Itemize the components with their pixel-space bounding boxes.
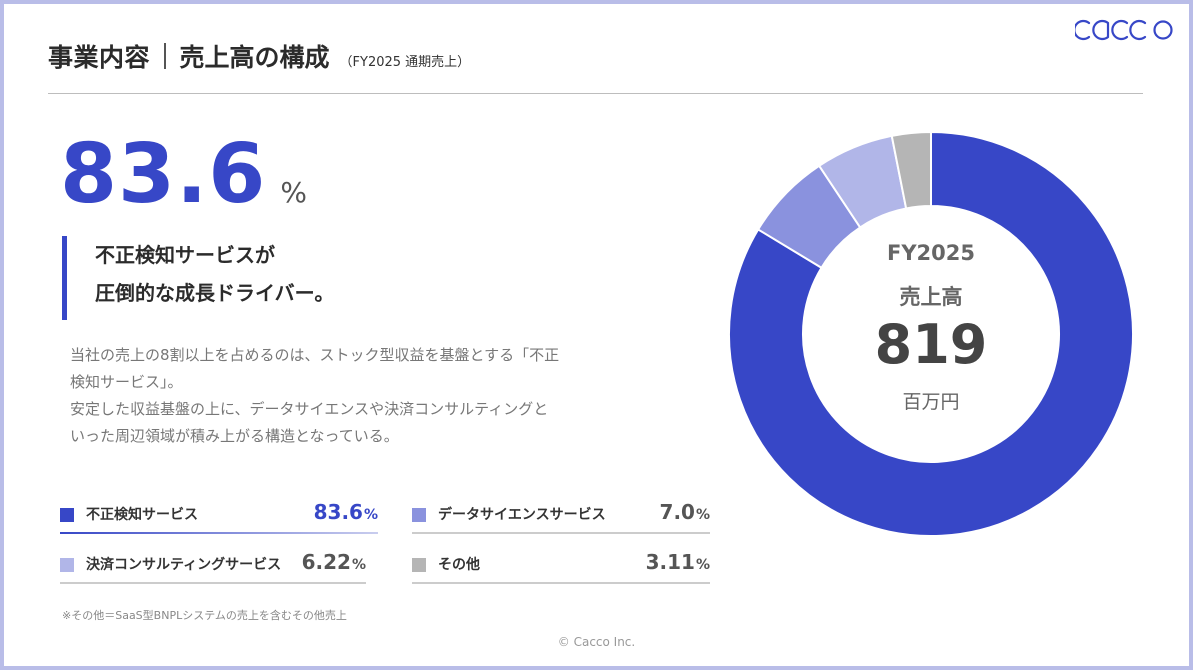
legend-value-unit: % bbox=[695, 507, 710, 523]
header-divider bbox=[164, 43, 166, 69]
legend-value-number: 6.22 bbox=[301, 550, 351, 574]
slide: 事業内容 売上高の構成 （FY2025 通期売上） 83.6 % 不正検知サービ… bbox=[4, 4, 1189, 666]
legend-item: その他 3.11% bbox=[412, 550, 710, 584]
tagline-line: 圧倒的な成長ドライバー。 bbox=[95, 281, 335, 305]
period-note: （FY2025 通期売上） bbox=[339, 55, 471, 70]
headline-figure: 83.6 % bbox=[60, 134, 307, 216]
legend-underline bbox=[60, 532, 378, 534]
legend-swatch bbox=[412, 508, 426, 522]
page-header: 事業内容 売上高の構成 （FY2025 通期売上） bbox=[48, 38, 470, 74]
legend-swatch bbox=[412, 558, 426, 572]
copyright: © Cacco Inc. bbox=[557, 635, 636, 649]
legend-underline bbox=[412, 582, 710, 584]
legend-value-unit: % bbox=[351, 557, 366, 573]
page-title: 売上高の構成 bbox=[179, 43, 330, 72]
center-label: 売上高 bbox=[899, 285, 963, 309]
legend-underline bbox=[412, 532, 710, 534]
donut-center: FY2025 売上高 819 百万円 bbox=[728, 131, 1134, 537]
center-year: FY2025 bbox=[887, 241, 975, 265]
cacco-logo bbox=[1075, 19, 1173, 41]
legend-value: 6.22% bbox=[302, 550, 366, 574]
legend-swatch bbox=[60, 508, 74, 522]
header-rule bbox=[48, 93, 1143, 94]
legend-value-number: 7.0 bbox=[659, 500, 695, 524]
headline-unit: % bbox=[280, 176, 307, 209]
legend-swatch bbox=[60, 558, 74, 572]
legend-label: 決済コンサルティングサービス bbox=[86, 557, 282, 573]
center-unit: 百万円 bbox=[902, 391, 960, 413]
legend-label: その他 bbox=[438, 557, 480, 573]
legend-label: データサイエンスサービス bbox=[438, 507, 606, 523]
description-line: 安定した収益基盤の上に、データサイエンスや決済コンサルティングと bbox=[70, 400, 549, 418]
description-line: 当社の売上の8割以上を占めるのは、ストック型収益を基盤とする「不正 bbox=[70, 346, 560, 364]
donut-chart bbox=[728, 131, 1134, 537]
legend-underline bbox=[60, 582, 366, 584]
footnote: ※その他＝SaaS型BNPLシステムの売上を含むその他売上 bbox=[62, 609, 347, 622]
legend-item: 不正検知サービス 83.6% bbox=[60, 500, 378, 534]
description-line: いった周辺領域が積み上がる構造となっている。 bbox=[70, 427, 399, 445]
legend-value: 3.11% bbox=[646, 550, 710, 574]
legend-item: 決済コンサルティングサービス 6.22% bbox=[60, 550, 366, 584]
legend-value-unit: % bbox=[695, 557, 710, 573]
tagline: 不正検知サービスが 圧倒的な成長ドライバー。 bbox=[62, 236, 334, 320]
legend-value: 83.6% bbox=[314, 500, 378, 524]
headline-value: 83.6 bbox=[60, 127, 267, 222]
legend-value-number: 3.11 bbox=[645, 550, 695, 574]
legend-label: 不正検知サービス bbox=[86, 507, 198, 523]
donut-slice bbox=[890, 131, 932, 210]
donut-slice bbox=[728, 131, 1134, 537]
description: 当社の売上の8割以上を占めるのは、ストック型収益を基盤とする「不正 検知サービス… bbox=[70, 342, 670, 450]
description-line: 検知サービス」。 bbox=[70, 373, 183, 391]
center-value: 819 bbox=[874, 313, 988, 376]
tagline-line: 不正検知サービスが bbox=[95, 243, 275, 267]
section-title: 事業内容 bbox=[48, 43, 151, 72]
legend-item: データサイエンスサービス 7.0% bbox=[412, 500, 710, 534]
legend-value: 7.0% bbox=[660, 500, 710, 524]
legend-value-unit: % bbox=[363, 507, 378, 523]
legend-value-number: 83.6 bbox=[313, 500, 363, 524]
